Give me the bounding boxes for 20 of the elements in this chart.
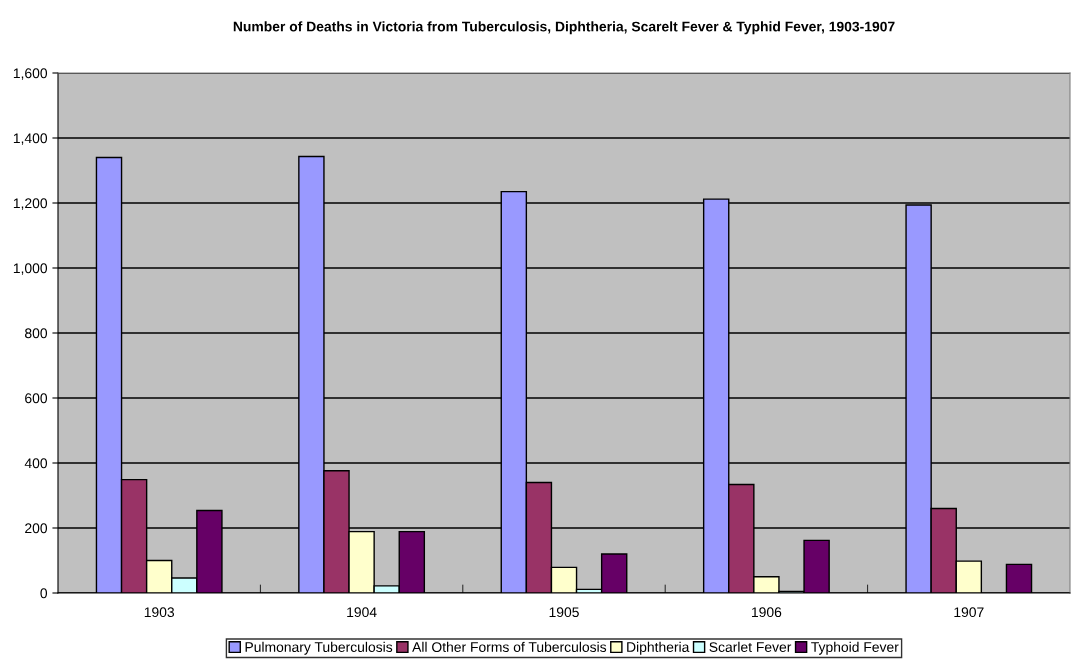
x-tick-label: 1905 [549, 607, 579, 618]
chart-title: Number of Deaths in Victoria from Tuberculosis, Diphtheria, Scarelt Fever & Typhid Fever, 1903-1907 [233, 21, 895, 35]
legend-label: Pulmonary Tuberculosis [245, 641, 393, 655]
y-tick-label: 1,600 [13, 68, 48, 80]
x-tick-label: 1907 [954, 607, 984, 618]
legend-label: Typhoid Fever [811, 641, 899, 655]
x-tick-label: 1904 [347, 607, 377, 618]
x-tick-label: 1906 [752, 607, 782, 618]
y-tick-label: 600 [25, 393, 48, 404]
y-tick-label: 1,400 [13, 133, 48, 145]
y-tick-label: 1,200 [13, 198, 48, 210]
x-tick-label: 1903 [144, 607, 175, 618]
y-tick-label: 800 [25, 328, 48, 339]
y-tick-label: 1,000 [13, 263, 48, 275]
y-tick-label: 0 [40, 588, 48, 599]
y-tick-label: 200 [25, 523, 48, 534]
legend-label: Scarlet Fever [709, 641, 792, 652]
y-tick-label: 400 [24, 458, 48, 469]
legend-label: All Other Forms of Tuberculosis [412, 641, 607, 652]
legend-label: Diphtheria [627, 641, 690, 655]
